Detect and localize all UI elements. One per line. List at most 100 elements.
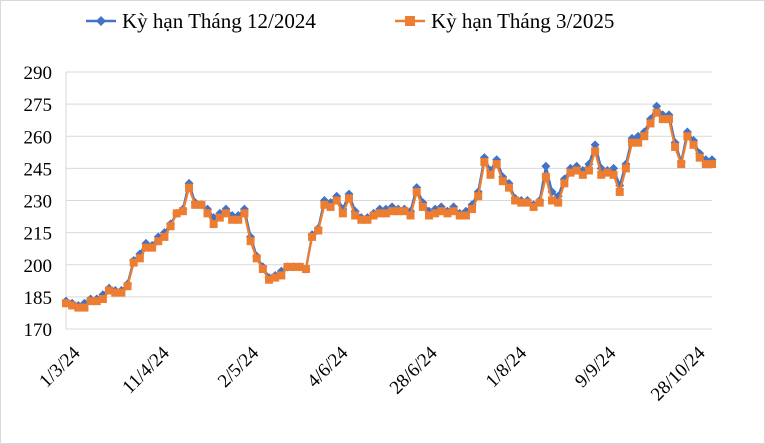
data-point xyxy=(677,160,686,169)
legend-item-2: Kỳ hạn Tháng 3/2025 xyxy=(395,9,614,33)
data-point xyxy=(221,209,230,218)
data-point xyxy=(215,213,224,222)
data-point xyxy=(554,198,563,207)
data-point xyxy=(375,209,384,218)
data-point xyxy=(584,166,593,175)
data-point xyxy=(486,170,495,179)
data-point xyxy=(498,177,507,186)
data-point xyxy=(455,211,464,220)
data-point xyxy=(178,207,187,216)
data-point xyxy=(652,101,662,111)
data-point xyxy=(541,161,551,171)
data-point xyxy=(590,140,600,150)
data-point xyxy=(289,262,298,271)
y-tick-label: 170 xyxy=(24,320,53,341)
data-point xyxy=(277,271,286,280)
data-point xyxy=(461,211,470,220)
data-point xyxy=(135,254,144,263)
data-point xyxy=(529,202,538,211)
x-tick-label: 11/4/24 xyxy=(118,342,174,398)
data-point xyxy=(640,132,649,141)
legend-label: Kỳ hạn Tháng 12/2024 xyxy=(122,9,316,33)
data-point xyxy=(197,200,206,209)
data-point xyxy=(314,226,323,235)
data-point xyxy=(271,273,280,282)
legend-item-1: Kỳ hạn Tháng 12/2024 xyxy=(86,9,316,33)
data-point xyxy=(381,209,390,218)
legend-marker xyxy=(405,16,415,26)
data-point xyxy=(191,200,200,209)
data-point xyxy=(351,211,360,220)
data-point xyxy=(185,183,194,192)
data-point xyxy=(695,153,704,162)
data-point xyxy=(523,198,532,207)
data-point xyxy=(652,108,661,117)
data-point xyxy=(597,170,606,179)
data-point xyxy=(689,140,698,149)
data-point xyxy=(535,198,544,207)
data-point xyxy=(332,196,341,205)
data-point xyxy=(345,194,354,203)
data-point xyxy=(615,187,624,196)
data-point xyxy=(504,183,513,192)
y-tick-label: 260 xyxy=(24,127,53,148)
data-point xyxy=(572,166,581,175)
x-tick-label: 28/6/24 xyxy=(386,342,442,398)
data-point xyxy=(628,138,637,147)
data-point xyxy=(117,288,126,297)
data-point xyxy=(394,207,403,216)
data-point xyxy=(234,215,243,224)
y-tick-label: 215 xyxy=(24,224,53,245)
gridlines xyxy=(65,71,712,330)
data-point xyxy=(664,115,673,124)
series-layer xyxy=(61,101,717,312)
data-point xyxy=(203,209,212,218)
data-point xyxy=(141,243,150,252)
data-point xyxy=(406,211,415,220)
x-tick-label: 28/10/24 xyxy=(647,342,710,405)
data-point xyxy=(412,187,421,196)
data-point xyxy=(708,160,716,169)
y-tick-label: 245 xyxy=(24,159,53,180)
data-point xyxy=(634,138,643,147)
data-point xyxy=(548,196,557,205)
data-point xyxy=(357,215,366,224)
data-point xyxy=(578,170,587,179)
data-point xyxy=(68,301,77,310)
data-point xyxy=(449,207,458,216)
data-point xyxy=(80,303,89,312)
series-2 xyxy=(62,108,716,312)
x-tick-label: 9/9/24 xyxy=(571,342,621,392)
y-tick-label: 200 xyxy=(24,256,53,277)
y-tick-label: 230 xyxy=(24,192,53,213)
data-point xyxy=(388,207,397,216)
x-tick-label: 1/8/24 xyxy=(482,342,532,392)
data-point xyxy=(400,207,409,216)
data-point xyxy=(148,243,157,252)
data-point xyxy=(295,262,304,271)
data-point xyxy=(424,211,433,220)
data-point xyxy=(671,142,680,151)
data-point xyxy=(418,202,427,211)
data-point xyxy=(265,275,274,284)
x-tick-label: 1/3/24 xyxy=(35,342,85,392)
data-point xyxy=(258,265,267,274)
data-point xyxy=(228,215,237,224)
data-point xyxy=(98,295,107,304)
data-point xyxy=(658,115,667,124)
x-tick-label: 2/5/24 xyxy=(214,342,264,392)
data-point xyxy=(566,168,575,177)
data-point xyxy=(363,215,372,224)
data-point xyxy=(301,265,310,274)
data-point xyxy=(92,297,101,306)
legend: Kỳ hạn Tháng 12/2024 Kỳ hạn Tháng 3/2025 xyxy=(86,9,614,33)
data-point xyxy=(308,232,317,241)
data-point xyxy=(443,209,452,218)
data-point xyxy=(591,147,600,156)
data-point xyxy=(154,237,163,246)
y-axis-ticks: 170 185 200 215 230 245 260 275 290 xyxy=(24,63,53,341)
data-point xyxy=(474,192,483,201)
series-1 xyxy=(61,101,717,310)
data-point xyxy=(111,288,120,297)
